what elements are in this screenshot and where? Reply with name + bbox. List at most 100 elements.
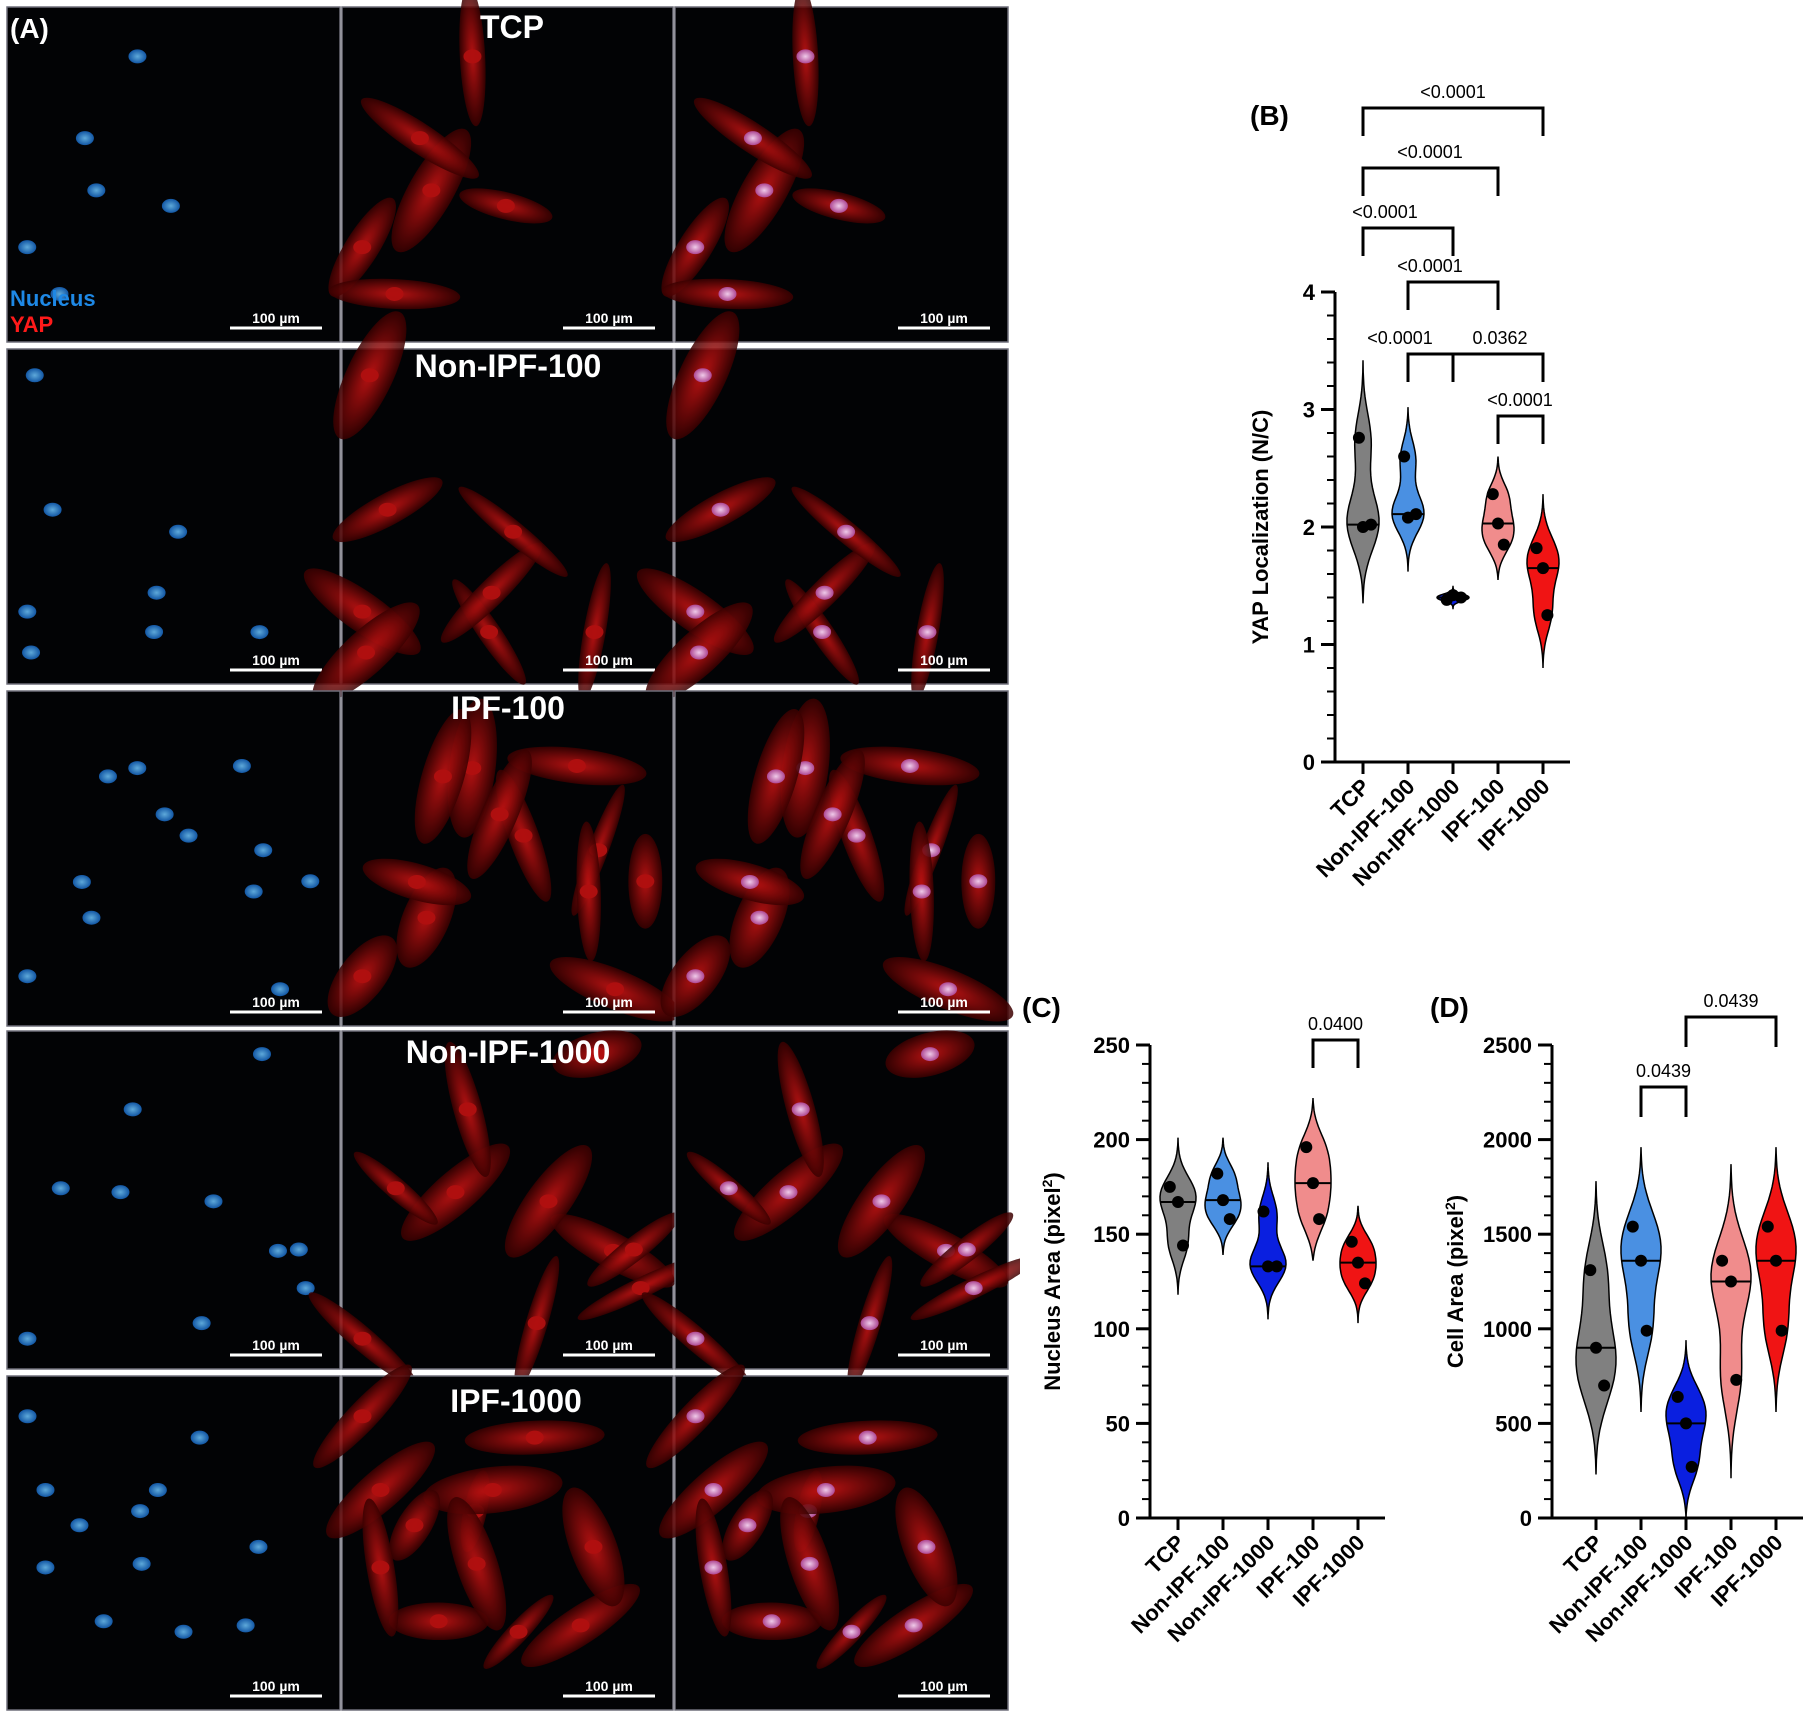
data-point [1270,1260,1283,1273]
significance-bracket [1639,1085,1688,1117]
data-point [1300,1141,1313,1154]
micrograph-yap-5: 100 µm [313,1364,674,1711]
cell-nucleus [131,1504,150,1519]
micrograph-yap-1: 100 µm [328,0,674,343]
cell-nucleus [525,1430,544,1445]
cell-nucleus [904,1618,923,1633]
data-point [1626,1220,1639,1233]
cell-nucleus [458,1102,477,1117]
data-point [1590,1341,1602,1354]
micrograph-merge-2: 100 µm [636,311,1009,703]
cell-nucleus [704,1560,723,1575]
cell-nucleus [87,183,106,198]
p-value-label: <0.0001 [1397,142,1463,162]
micrograph-merge-3: 100 µm [660,690,1014,1027]
cell-nucleus [268,1243,287,1258]
x-tick-label: Non-IPF-1000 [1580,1530,1697,1647]
cell-nucleus [579,884,598,899]
data-point [1716,1254,1729,1267]
cell-nucleus [51,1181,70,1196]
cell-nucleus [686,240,705,255]
y-axis-title: Cell Area (pixel2) [1442,1195,1468,1368]
cell-nucleus [482,585,501,600]
cell-nucleus [353,969,372,984]
significance-bracket [1684,1015,1778,1047]
cell-nucleus [190,1430,209,1445]
violin-tcp [1346,360,1380,604]
cell-nucleus [483,1483,502,1498]
scalebar-label: 100 µm [585,652,633,668]
y-tick-label: 200 [1093,1128,1130,1153]
data-point [1725,1275,1737,1288]
cell-nucleus [353,604,372,619]
micrograph-nucleus-4: 100 µm [6,1030,341,1370]
violin-ipf-1000 [1526,494,1560,669]
data-point [1223,1213,1236,1226]
cell-nucleus [386,1181,405,1196]
legend-nucleus: Nucleus [10,286,96,311]
row-label-ipf-100: IPF-100 [451,690,565,726]
data-point [1730,1373,1743,1386]
violin-non-ipf-1000 [1665,1340,1707,1519]
cell-nucleus [360,368,379,383]
cell-nucleus [823,807,842,822]
scalebar-label: 100 µm [585,310,633,326]
cell-nucleus [939,982,958,997]
cell-nucleus [463,761,482,776]
cell-nucleus [964,1281,983,1296]
y-tick-label: 250 [1093,1033,1130,1058]
cell-nucleus [766,769,785,784]
micrograph-frame [6,348,341,685]
x-tick-label: IPF-100 [1252,1530,1325,1603]
data-point [1352,1256,1364,1269]
data-point [1497,538,1510,551]
cell-nucleus [353,240,372,255]
cell-nucleus [587,1047,606,1062]
cell-nucleus [816,1483,835,1498]
cell-nucleus [422,183,441,198]
cell-nucleus [132,1556,151,1571]
cell-nucleus [718,286,737,301]
micrograph-frame [341,1030,674,1370]
significance-bracket [1361,166,1500,196]
cell-nucleus [75,131,94,146]
cell-nucleus [686,969,705,984]
cell-nucleus [762,1614,781,1629]
cell-nucleus [18,1409,37,1424]
cell-nucleus [18,604,37,619]
data-point [1398,450,1411,463]
p-value-label: 0.0439 [1636,1061,1691,1081]
cell-nucleus [920,1047,939,1062]
cell-nucleus [236,1618,255,1633]
cell-nucleus [957,1242,976,1257]
cell-nucleus [410,131,429,146]
cell-nucleus [738,1518,757,1533]
cell-nucleus [900,758,919,773]
micrograph-yap-3: 100 µm [327,690,681,1027]
violin-non-ipf-1000 [1249,1162,1287,1320]
panel-a-label: (A) [10,13,49,44]
cell-nucleus [18,240,37,255]
micrograph-nucleus-5: 100 µm [6,1375,341,1711]
cell-nucleus [755,183,774,198]
cell-nucleus [571,1618,590,1633]
x-tick-label: IPF-1000 [1288,1530,1370,1612]
cell-nucleus [385,286,404,301]
scalebar-label: 100 µm [585,994,633,1010]
micrograph-nucleus-3: 100 µm [6,690,341,1027]
cell-nucleus [371,1560,390,1575]
micrograph-frame [6,1030,341,1370]
scalebar-label: 100 µm [252,310,300,326]
cell-nucleus [192,1316,211,1331]
cell-nucleus [43,502,62,517]
y-tick-label: 0 [1118,1506,1130,1531]
panel-label: (D) [1430,992,1469,1023]
micrograph-nucleus-1: 100 µm [6,6,341,343]
data-point [1530,542,1543,555]
micrograph-frame [6,1375,341,1711]
cell-nucleus [25,368,44,383]
micrograph-merge-5: 100 µm [646,1364,1009,1711]
cell-nucleus [296,1281,315,1296]
cell-nucleus [743,131,762,146]
scalebar-label: 100 µm [920,652,968,668]
